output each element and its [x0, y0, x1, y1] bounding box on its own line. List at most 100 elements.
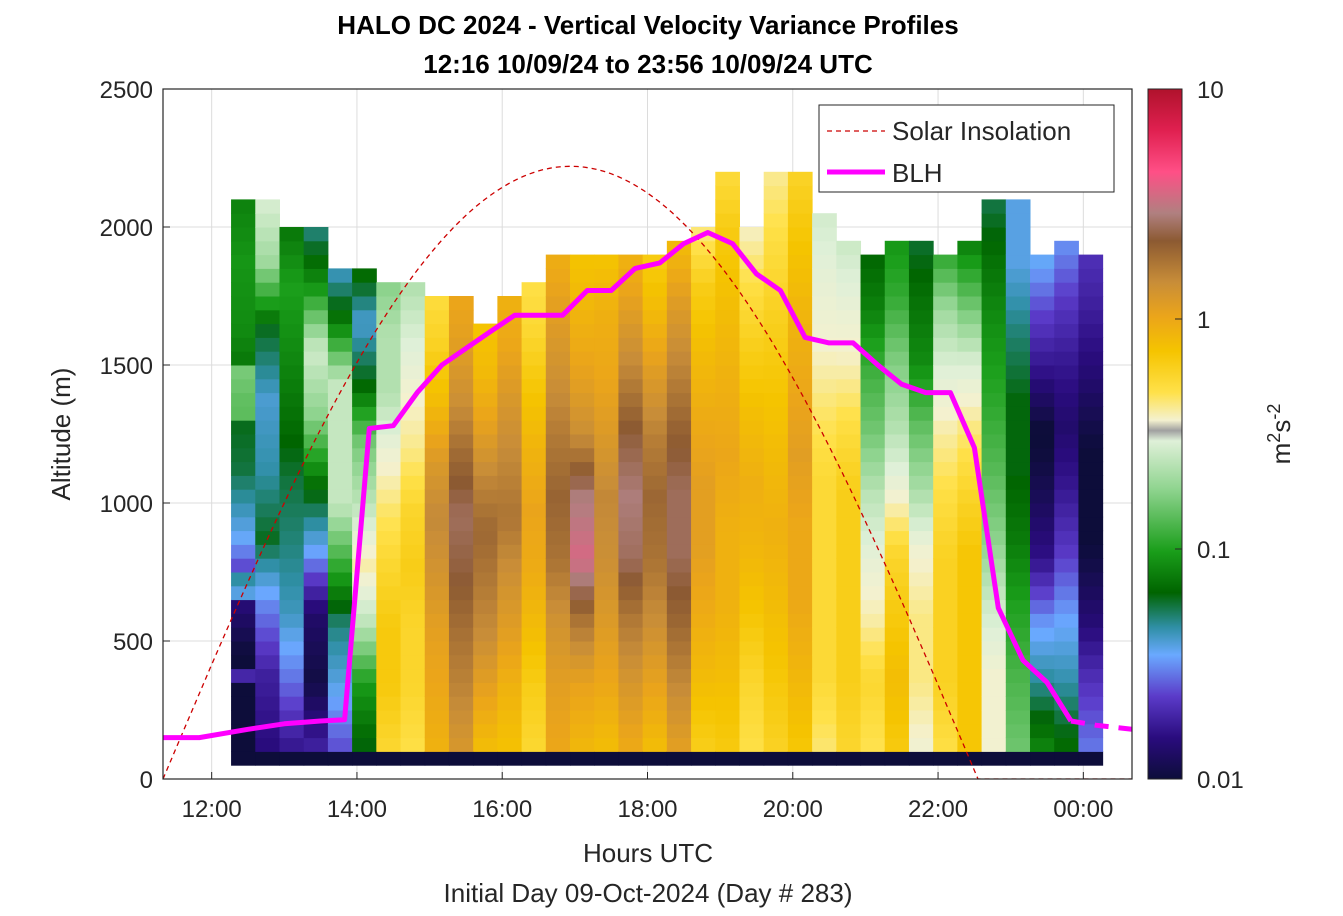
heatmap-cell [521, 282, 547, 297]
heatmap-cell [884, 337, 910, 352]
heatmap-cell [763, 627, 789, 642]
heatmap-cell [521, 751, 547, 766]
heatmap-cell [642, 544, 668, 559]
heatmap-cell [666, 613, 692, 628]
heatmap-cell [352, 613, 377, 628]
heatmap-cell [666, 475, 692, 490]
y-axis-ticks: 0 500 1000 1500 2000 2500 [100, 77, 170, 794]
heatmap-cell [231, 682, 256, 697]
heatmap-cell [981, 420, 1007, 435]
heatmap-cell [1054, 434, 1079, 449]
heatmap-cell [279, 530, 305, 545]
heatmap-cell [884, 351, 910, 366]
heatmap-cell [812, 309, 837, 325]
heatmap-cell [231, 434, 256, 449]
heatmap-cell [763, 641, 789, 656]
heatmap-cell [279, 599, 305, 614]
heatmap-cell [981, 282, 1007, 297]
heatmap-cell [691, 337, 716, 352]
heatmap-cell [981, 475, 1007, 490]
heatmap-cell [618, 475, 644, 490]
heatmap-cell [279, 268, 305, 283]
heatmap-cell [376, 627, 402, 642]
heatmap-cell [400, 447, 426, 463]
heatmap-cell [545, 585, 571, 601]
heatmap-cell [1078, 751, 1104, 766]
heatmap-cell [497, 585, 523, 601]
heatmap-cell [497, 503, 523, 518]
heatmap-cell [1054, 461, 1079, 476]
heatmap-cell [327, 296, 353, 311]
heatmap-cell [327, 544, 353, 559]
heatmap-cell [908, 365, 934, 380]
heatmap-cell [545, 544, 571, 559]
heatmap-cell [376, 365, 402, 380]
heatmap-cell [473, 737, 498, 752]
heatmap-cell [957, 337, 983, 352]
heatmap-cell [642, 516, 668, 532]
heatmap-cell [618, 641, 644, 656]
heatmap-cell [473, 696, 498, 711]
heatmap-cell [279, 668, 305, 683]
heatmap-cell [715, 213, 740, 228]
heatmap-cell [327, 572, 353, 587]
heatmap-cell [1005, 751, 1031, 766]
heatmap-cell [255, 710, 280, 725]
heatmap-cell [933, 599, 958, 614]
heatmap-cell [545, 682, 571, 697]
heatmap-cell [231, 668, 256, 683]
heatmap-cell [666, 585, 692, 601]
heatmap-cell [400, 627, 426, 642]
heatmap-cell [303, 282, 329, 297]
heatmap-cell [1005, 199, 1031, 214]
heatmap-cell [884, 296, 910, 311]
heatmap-cell [545, 365, 571, 380]
heatmap-cell [424, 475, 450, 490]
heatmap-cell [521, 682, 547, 697]
heatmap-cell [836, 544, 862, 559]
heatmap-cell [836, 365, 862, 380]
heatmap-cell [957, 544, 983, 559]
heatmap-cell [231, 240, 256, 256]
heatmap-cell [981, 627, 1007, 642]
heatmap-cell [763, 613, 789, 628]
heatmap-cell [957, 296, 983, 311]
heatmap-cell [1005, 475, 1031, 490]
heatmap-cell [1005, 254, 1031, 269]
heatmap-cell [691, 378, 716, 394]
heatmap-cell [231, 641, 256, 656]
heatmap-cell [376, 489, 402, 504]
heatmap-cell [812, 572, 837, 587]
heatmap-cell [400, 337, 426, 352]
heatmap-cell [594, 599, 619, 614]
heatmap-cell [739, 737, 765, 752]
heatmap-cell [715, 641, 740, 656]
heatmap-cell [715, 268, 740, 283]
x-tick-label: 22:00 [908, 796, 968, 823]
heatmap-cell [594, 254, 619, 269]
heatmap-cell [521, 710, 547, 725]
heatmap-cell [787, 737, 813, 752]
heatmap-cell [594, 682, 619, 697]
heatmap-cell [570, 585, 595, 601]
heatmap-cell [739, 323, 765, 338]
heatmap-cell [642, 309, 668, 325]
heatmap-cell [594, 641, 619, 656]
heatmap-cell [545, 489, 571, 504]
heatmap-cell [666, 434, 692, 449]
heatmap-cell [231, 337, 256, 352]
heatmap-cell [957, 351, 983, 366]
heatmap-cell [981, 254, 1007, 269]
heatmap-cell [691, 365, 716, 380]
heatmap-cell [497, 696, 523, 711]
heatmap-cell [884, 323, 910, 338]
heatmap-cell [448, 544, 474, 559]
heatmap-cell [763, 447, 789, 463]
heatmap-cell [763, 668, 789, 683]
heatmap-cell [400, 530, 426, 545]
heatmap-cell [231, 599, 256, 614]
heatmap-cell [448, 710, 474, 725]
heatmap-cell [255, 682, 280, 697]
heatmap-cell [448, 696, 474, 711]
heatmap-cell [521, 489, 547, 504]
